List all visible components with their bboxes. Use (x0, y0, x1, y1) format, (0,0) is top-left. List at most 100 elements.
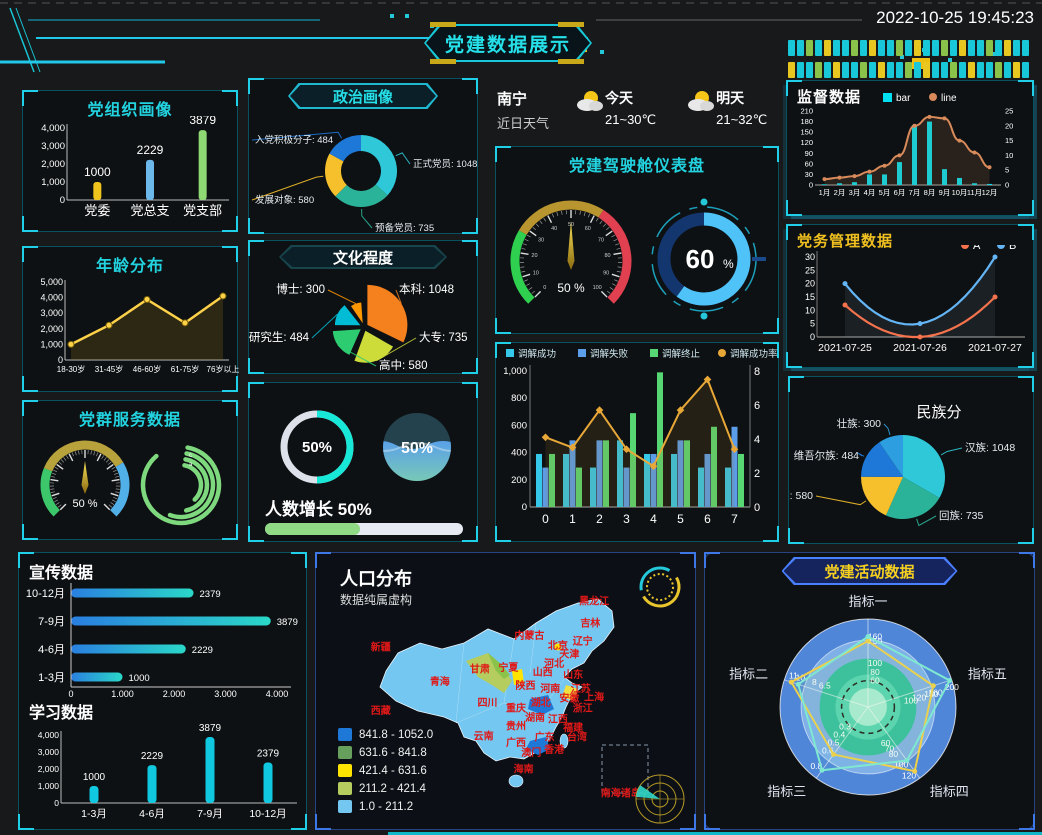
svg-text:党委: 党委 (84, 203, 110, 218)
plate-corner-chip (430, 59, 456, 64)
map-legend-item: 631.6 - 841.8 (338, 746, 433, 759)
svg-text:60: 60 (585, 226, 591, 232)
svg-text:30: 30 (805, 252, 815, 262)
svg-text:青海: 青海 (430, 675, 450, 688)
svg-text:120: 120 (912, 693, 926, 703)
svg-text:调解成功: 调解成功 (518, 348, 556, 360)
tile (815, 40, 822, 56)
svg-text:25: 25 (1005, 107, 1013, 116)
svg-text:a: a (189, 462, 193, 468)
weather-today: 今天 21~30℃ (575, 88, 656, 132)
svg-text:3,000: 3,000 (214, 689, 237, 697)
svg-text:10月: 10月 (952, 188, 968, 197)
svg-text:重庆: 重庆 (506, 701, 526, 714)
svg-text:80: 80 (870, 667, 880, 677)
panel-ethnic-title: 民族分 (916, 404, 962, 421)
svg-text:8: 8 (812, 677, 817, 687)
legend-range: 631.6 - 841.8 (359, 746, 427, 759)
panel-org: 党组织画像 0 1,000 2,000 3,000 4,000 1000 党委 2229 党总支… (22, 90, 238, 232)
activity-radar-chart: 指标一6080100150160指标二6.581011指标三0.30.40.50… (729, 594, 1007, 799)
svg-text:湖南: 湖南 (525, 711, 545, 724)
svg-text:山西: 山西 (533, 665, 553, 678)
svg-text:高中: 580: 高中: 580 (379, 358, 428, 372)
svg-text:2: 2 (596, 512, 603, 526)
tile (869, 62, 876, 78)
svg-text:210: 210 (800, 107, 813, 116)
svg-text:4,000: 4,000 (40, 293, 63, 303)
svg-text:4,000: 4,000 (266, 689, 289, 697)
svg-text:0.3: 0.3 (839, 722, 851, 732)
svg-text:调解失败: 调解失败 (590, 348, 629, 360)
svg-text:160: 160 (928, 687, 942, 697)
svg-text:大专: 735: 大专: 735 (419, 330, 468, 344)
tile (1004, 62, 1011, 78)
weather-widget: 南宁 近日天气 今天 21~30℃ 明天 21~32℃ (497, 88, 797, 132)
svg-text:2月: 2月 (834, 188, 846, 197)
svg-text:0.8: 0.8 (810, 761, 822, 771)
svg-text:1,000: 1,000 (111, 689, 134, 697)
panel-political: 政治画像 正式党员: 1048 预备党员: 735 发展对象: 580 入党积极分子:… (248, 78, 478, 234)
svg-text:20: 20 (1005, 121, 1013, 130)
tile (860, 40, 867, 56)
svg-text:7月: 7月 (909, 188, 921, 197)
svg-text:浙江: 浙江 (573, 701, 593, 714)
svg-text:内蒙古: 内蒙古 (514, 629, 544, 642)
svg-text:3879: 3879 (189, 116, 216, 127)
svg-text:120: 120 (902, 770, 916, 780)
panel-service: 党群服务数据 50 % c a (22, 400, 238, 540)
svg-text:汉族: 1048: 汉族: 1048 (965, 441, 1015, 454)
svg-text:%: % (723, 257, 734, 271)
svg-text:A: A (973, 245, 981, 252)
svg-text:党支部: 党支部 (183, 203, 222, 218)
svg-text:3,000: 3,000 (41, 141, 65, 152)
svg-text:20: 20 (805, 279, 815, 289)
svg-text:3,000: 3,000 (40, 308, 63, 318)
svg-text:入党积极分子: 484: 入党积极分子: 484 (255, 134, 333, 146)
today-temp: 21~30℃ (605, 112, 657, 127)
panel-map-subtitle: 数据纯属虚构 (340, 593, 413, 607)
svg-text:2379: 2379 (257, 749, 280, 760)
svg-text:本科: 1048: 本科: 1048 (399, 282, 454, 296)
tile (878, 62, 885, 78)
svg-text:3879: 3879 (277, 617, 298, 628)
svg-text:指标三: 指标三 (767, 784, 806, 799)
svg-text:广东: 广东 (535, 731, 555, 744)
svg-text:7-9月: 7-9月 (197, 808, 223, 820)
growth-label: 人数增长 50% (265, 495, 372, 520)
panel-management-title: 党务管理数据 (797, 233, 894, 250)
svg-text:0: 0 (809, 181, 813, 190)
tile (824, 40, 831, 56)
svg-text:2,000: 2,000 (163, 689, 186, 697)
svg-text:5: 5 (810, 319, 815, 329)
tomorrow-temp: 21~32℃ (716, 112, 768, 127)
svg-text:0: 0 (1005, 181, 1009, 190)
svg-text:c: c (189, 453, 192, 459)
svg-text:指标二: 指标二 (729, 667, 768, 682)
svg-text:30: 30 (538, 237, 544, 243)
header-title-plate: 党建数据展示 (424, 24, 592, 62)
svg-text:0.4: 0.4 (833, 730, 845, 740)
legend-range: 421.4 - 631.6 (359, 764, 427, 777)
svg-text:1-3月: 1-3月 (38, 672, 65, 684)
plate-corner-chip (558, 22, 584, 27)
svg-text:江西: 江西 (548, 713, 568, 726)
svg-text:90: 90 (603, 270, 609, 276)
svg-text:调解终止: 调解终止 (662, 348, 701, 360)
tile (1022, 40, 1029, 56)
svg-text:3879: 3879 (199, 723, 222, 734)
svg-text:0: 0 (543, 285, 546, 291)
svg-text:70: 70 (885, 744, 895, 754)
svg-text:0: 0 (754, 502, 760, 514)
cockpit-gauge-chart: 010203040506070809010050 %60% (510, 198, 766, 320)
svg-text:4-6月: 4-6月 (139, 808, 165, 820)
svg-text:90: 90 (805, 149, 813, 158)
svg-text:0: 0 (60, 195, 65, 206)
svg-text:4-6月: 4-6月 (38, 644, 65, 656)
svg-text:辽宁: 辽宁 (573, 635, 593, 648)
svg-text:100: 100 (894, 760, 908, 770)
tile (851, 62, 858, 78)
svg-text:台湾: 台湾 (567, 731, 587, 744)
svg-text:2021-07-25: 2021-07-25 (818, 342, 872, 354)
svg-text:60: 60 (805, 159, 813, 168)
